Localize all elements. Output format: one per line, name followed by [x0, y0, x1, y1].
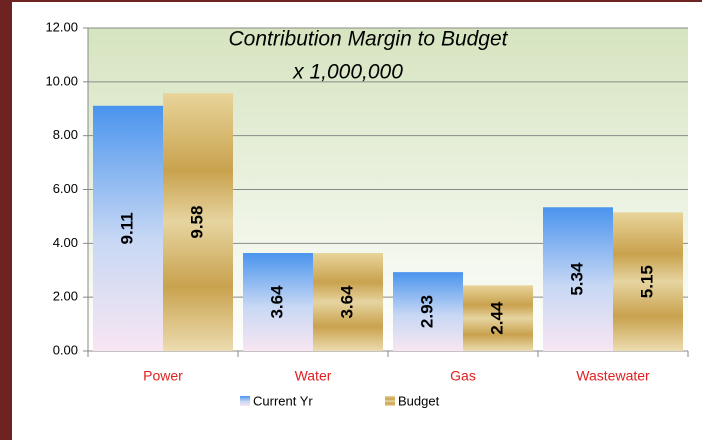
data-label: 3.64 — [267, 285, 286, 319]
x-tick-label: Gas — [450, 368, 476, 384]
bar — [93, 105, 163, 351]
y-tick-label: 12.00 — [45, 19, 78, 34]
data-label: 9.58 — [187, 206, 206, 239]
y-tick-label: 8.00 — [53, 127, 78, 142]
bar — [543, 207, 613, 351]
y-tick-label: 2.00 — [53, 289, 78, 304]
y-tick-label: 6.00 — [53, 181, 78, 196]
data-label: 3.64 — [337, 285, 356, 319]
x-tick-label: Water — [295, 368, 332, 384]
y-tick-label: 10.00 — [45, 73, 78, 88]
data-label: 9.11 — [117, 212, 136, 244]
legend-label: Current Yr — [253, 393, 313, 408]
data-label: 5.15 — [637, 265, 656, 298]
bar — [243, 253, 313, 351]
frame-top — [12, 0, 702, 2]
data-label: 2.44 — [487, 301, 506, 335]
bar — [393, 272, 463, 351]
x-tick-label: Power — [143, 368, 183, 384]
bar — [463, 285, 533, 351]
bar — [613, 212, 683, 351]
legend-swatch — [385, 396, 395, 406]
bar — [313, 253, 383, 351]
chart-subtitle: x 1,000,000 — [292, 61, 403, 84]
bar — [163, 93, 233, 351]
y-tick-label: 0.00 — [53, 342, 78, 357]
x-tick-label: Wastewater — [576, 368, 650, 384]
chart-title: Contribution Margin to Budget — [229, 28, 509, 51]
legend-label: Budget — [398, 393, 440, 408]
data-label: 2.93 — [417, 295, 436, 328]
data-label: 5.34 — [567, 262, 586, 296]
y-tick-label: 4.00 — [53, 235, 78, 250]
frame-strip — [0, 0, 12, 440]
legend-swatch — [240, 396, 250, 406]
